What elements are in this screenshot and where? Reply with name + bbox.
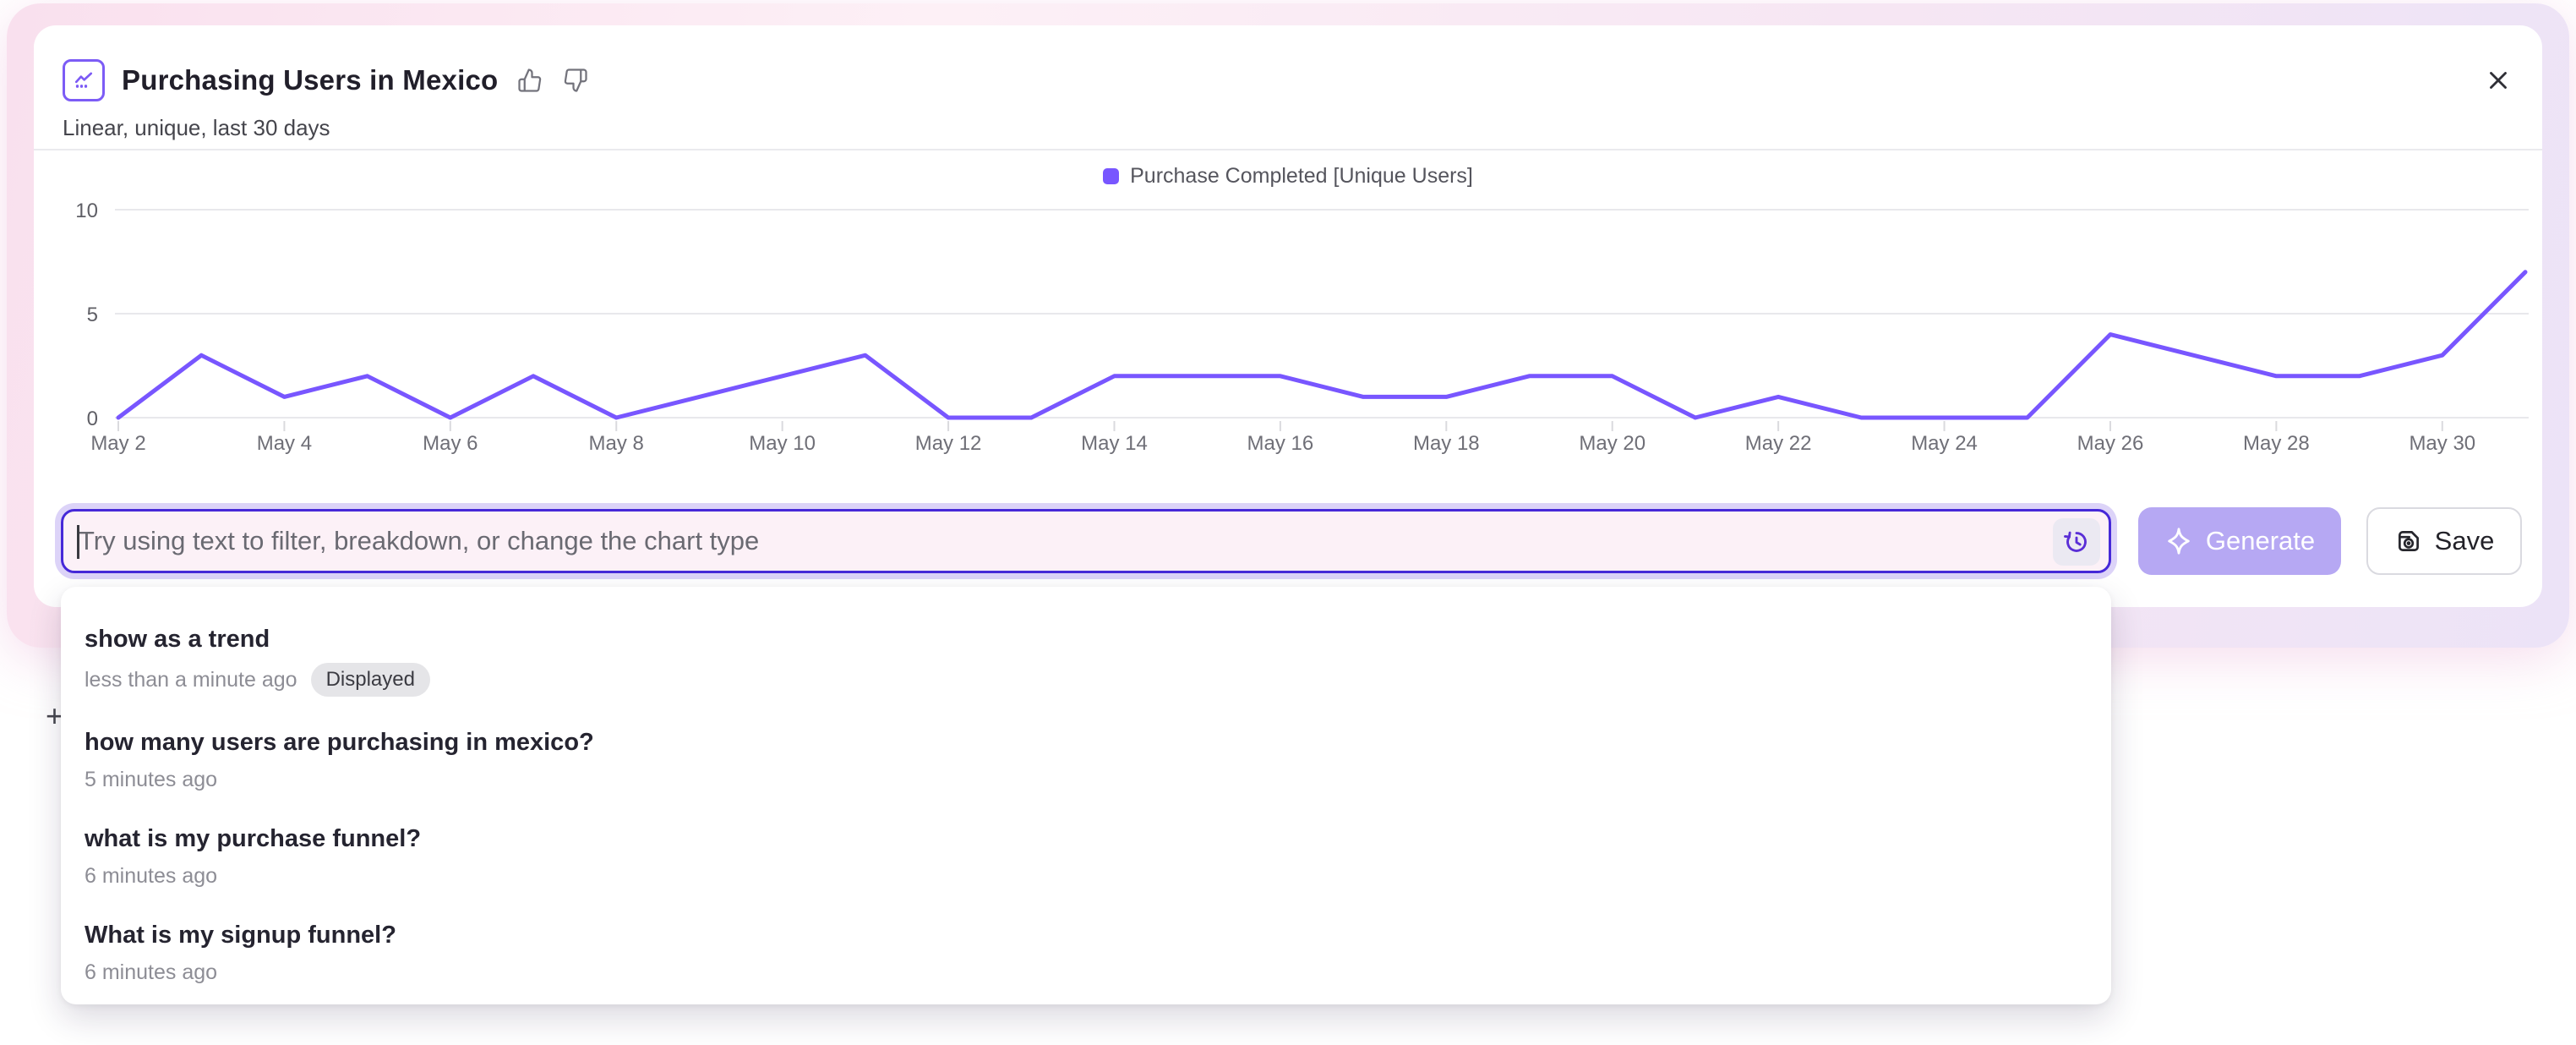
suggestion-title: what is my purchase funnel? (85, 825, 422, 852)
svg-text:May 22: May 22 (1745, 432, 1812, 455)
svg-text:May 2: May 2 (90, 432, 145, 455)
suggestion-time: 5 minutes ago (85, 768, 218, 791)
chart-legend[interactable]: Purchase Completed [Unique Users] (34, 164, 2542, 189)
svg-text:May 6: May 6 (423, 432, 478, 455)
legend-swatch (1103, 168, 1120, 184)
svg-text:5: 5 (87, 304, 98, 326)
prompt-input-container[interactable] (61, 509, 2111, 573)
chart-subtitle: Linear, unique, last 30 days (63, 115, 330, 140)
svg-text:May 28: May 28 (2243, 432, 2310, 455)
svg-text:May 14: May 14 (1081, 432, 1148, 455)
suggestion-title: how many users are purchasing in mexico? (85, 729, 594, 756)
prompt-input[interactable] (63, 512, 2109, 571)
svg-text:May 10: May 10 (749, 432, 816, 455)
svg-text:May 4: May 4 (257, 432, 312, 455)
svg-text:10: 10 (75, 200, 98, 222)
plus-glyph: + (46, 698, 64, 733)
thumbs-down-icon[interactable] (562, 67, 589, 94)
save-icon (2398, 531, 2419, 551)
suggestion-item[interactable]: What is my signup funnel? 6 minutes ago (61, 905, 2111, 1001)
header-divider (34, 149, 2542, 150)
history-button[interactable] (2053, 518, 2100, 566)
svg-text:May 18: May 18 (1413, 432, 1480, 455)
suggestion-item[interactable]: show as a trend less than a minute ago D… (61, 609, 2111, 712)
suggestion-time: less than a minute ago (85, 668, 297, 692)
generate-button[interactable]: Generate (2138, 507, 2341, 575)
suggestion-title: What is my signup funnel? (85, 922, 396, 949)
svg-text:May 20: May 20 (1579, 432, 1645, 455)
suggestion-time: 6 minutes ago (85, 960, 218, 984)
suggestion-item[interactable]: how many users are purchasing in mexico?… (61, 712, 2111, 808)
legend-label: Purchase Completed [Unique Users] (1130, 164, 1473, 188)
save-label: Save (2434, 526, 2495, 555)
svg-text:May 30: May 30 (2409, 432, 2475, 455)
line-chart-icon (63, 59, 105, 101)
history-suggestions-dropdown: show as a trend less than a minute ago D… (61, 587, 2111, 1004)
generate-label: Generate (2205, 526, 2316, 555)
suggestion-item[interactable]: what is my purchase funnel? 6 minutes ag… (61, 808, 2111, 905)
svg-text:May 26: May 26 (2077, 432, 2144, 455)
suggestion-meta: 5 minutes ago (85, 766, 2088, 793)
status-badge: Displayed (310, 663, 430, 697)
close-icon[interactable] (2481, 63, 2515, 97)
thumbs-up-icon[interactable] (516, 67, 543, 94)
svg-text:0: 0 (87, 408, 98, 430)
line-chart: 0 5 10 May 2 May 4 May 6 May 8 May 10 May 12 May … (75, 200, 2529, 455)
history-icon (2064, 531, 2087, 552)
text-caret (77, 525, 79, 559)
suggestion-meta: 6 minutes ago (85, 862, 2088, 889)
suggestion-meta: less than a minute ago Displayed (85, 663, 2088, 697)
svg-text:May 12: May 12 (915, 432, 982, 455)
page-title: Purchasing Users in Mexico (122, 64, 499, 96)
suggestion-meta: 6 minutes ago (85, 959, 2088, 986)
svg-text:May 24: May 24 (1911, 432, 1978, 455)
card-header: Purchasing Users in Mexico (63, 59, 2515, 101)
svg-text:May 16: May 16 (1247, 432, 1314, 455)
sparkle-icon (2168, 528, 2190, 555)
suggestion-title: show as a trend (85, 626, 270, 653)
save-button[interactable]: Save (2366, 507, 2522, 575)
suggestion-time: 6 minutes ago (85, 864, 218, 888)
svg-text:May 8: May 8 (589, 432, 644, 455)
